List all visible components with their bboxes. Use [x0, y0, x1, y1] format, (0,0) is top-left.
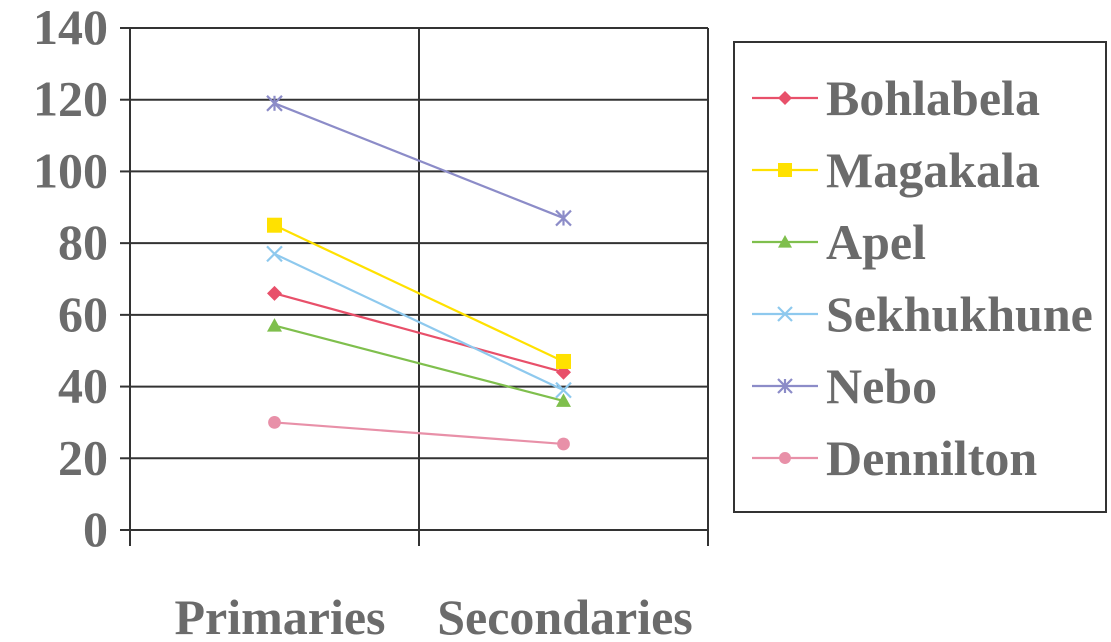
series-line-bohlabela [274, 292, 564, 374]
series-sekhukhune [266, 245, 572, 399]
legend-label: Dennilton [826, 430, 1037, 486]
series-nebo [266, 95, 572, 227]
gridlines [129, 27, 709, 546]
series-magakala [267, 217, 571, 369]
legend-entry-apel: Apel [752, 214, 926, 270]
legend-marker-nebo [777, 378, 793, 394]
legend-marker-dennilton [779, 452, 791, 464]
x-axis-categories: Primaries Secondaries [174, 589, 692, 642]
legend-marker-sekhukhune [777, 306, 793, 322]
data-point-sekhukhune-primaries [266, 245, 283, 263]
data-point-dennilton-primaries [268, 416, 281, 429]
data-point-bohlabela-primaries [267, 285, 282, 301]
data-point-magakala-secondaries [556, 353, 571, 369]
legend-box [733, 41, 1107, 513]
legend-entry-dennilton: Dennilton [752, 430, 1037, 486]
legend-label: Sekhukhune [826, 286, 1093, 342]
y-tick-label: 0 [83, 501, 108, 557]
series-dennilton [268, 416, 570, 451]
y-axis-ticks: 0 20 40 60 80 100 120 140 [33, 0, 130, 557]
legend: Bohlabela Magakala Apel Sekhukhune Nebo Denni… [733, 41, 1107, 513]
y-tick-label: 60 [58, 286, 108, 342]
y-tick-label: 20 [58, 429, 108, 485]
legend-label: Bohlabela [826, 70, 1040, 126]
data-point-dennilton-secondaries [557, 437, 570, 451]
y-tick-label: 120 [33, 71, 108, 127]
legend-entry-sekhukhune: Sekhukhune [752, 286, 1093, 342]
series-line-apel [274, 324, 564, 402]
data-point-nebo-secondaries [555, 209, 572, 227]
data-point-apel-secondaries [556, 393, 571, 407]
data-point-magakala-primaries [267, 217, 282, 233]
series-line-magakala [274, 224, 564, 363]
legend-marker-apel [778, 235, 792, 248]
series-line-sekhukhune [274, 252, 564, 392]
series-line-dennilton [274, 421, 564, 446]
series-apel [267, 318, 571, 407]
legend-entry-bohlabela: Bohlabela [752, 70, 1040, 126]
data-point-apel-primaries [267, 318, 282, 332]
y-tick-label: 40 [58, 358, 108, 414]
legend-label: Apel [826, 214, 926, 270]
y-tick-label: 80 [58, 214, 108, 270]
series-line-nebo [274, 102, 564, 220]
y-tick-label: 100 [33, 142, 108, 198]
legend-label: Nebo [826, 358, 937, 414]
series-group [266, 95, 572, 451]
y-tick-label: 140 [33, 0, 108, 55]
x-category-label: Secondaries [437, 589, 693, 642]
legend-marker-magakala [778, 163, 792, 177]
x-category-label: Primaries [174, 589, 385, 642]
legend-marker-bohlabela [778, 91, 792, 105]
data-point-nebo-primaries [266, 95, 283, 112]
legend-entry-magakala: Magakala [752, 142, 1040, 198]
legend-entry-nebo: Nebo [752, 358, 937, 414]
legend-label: Magakala [826, 142, 1040, 198]
axes [129, 28, 708, 531]
data-point-sekhukhune-secondaries [555, 381, 572, 399]
